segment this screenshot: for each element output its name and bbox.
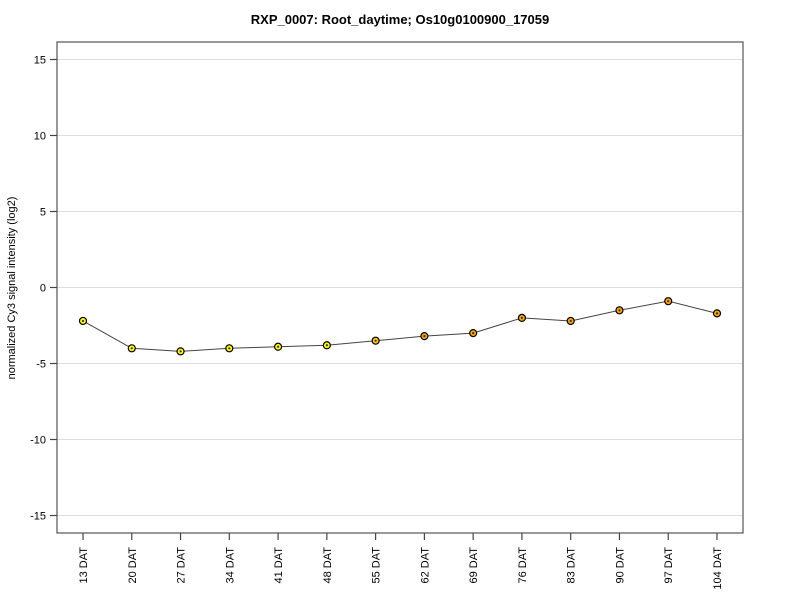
data-point-center bbox=[472, 332, 475, 335]
data-point-center bbox=[569, 319, 572, 323]
x-tick-label: 104 DAT bbox=[712, 547, 724, 590]
y-tick-label: 15 bbox=[34, 54, 46, 66]
x-tick-label: 76 DAT bbox=[517, 547, 529, 584]
x-tick-label: 83 DAT bbox=[566, 547, 578, 584]
y-tick-label: -10 bbox=[30, 435, 46, 447]
chart-title: RXP_0007: Root_daytime; Os10g0100900_170… bbox=[250, 12, 550, 27]
x-tick-label: 41 DAT bbox=[273, 547, 285, 584]
y-tick-label: -15 bbox=[30, 511, 46, 523]
x-tick-label: 20 DAT bbox=[127, 547, 139, 584]
data-point-center bbox=[130, 347, 133, 350]
x-tick-label: 55 DAT bbox=[371, 547, 383, 584]
x-tick-label: 48 DAT bbox=[322, 547, 334, 584]
x-tick-label: 34 DAT bbox=[224, 547, 236, 584]
data-point-center bbox=[423, 335, 426, 338]
x-tick-label: 97 DAT bbox=[663, 547, 675, 584]
data-point-center bbox=[276, 345, 280, 348]
data-point-center bbox=[179, 350, 182, 353]
x-tick-label: 27 DAT bbox=[176, 547, 188, 584]
y-tick-label: 0 bbox=[40, 283, 46, 295]
x-tick-label: 90 DAT bbox=[614, 547, 626, 584]
data-point-center bbox=[618, 309, 621, 312]
data-point-center bbox=[374, 339, 377, 342]
data-point-center bbox=[667, 300, 670, 303]
x-tick-label: 69 DAT bbox=[468, 547, 480, 584]
series-line bbox=[82, 300, 718, 352]
x-tick-label: 62 DAT bbox=[419, 547, 431, 584]
data-point-center bbox=[715, 312, 719, 315]
data-point-center bbox=[520, 316, 524, 320]
y-tick-label: -5 bbox=[36, 359, 46, 371]
x-tick-label: 13 DAT bbox=[78, 547, 90, 584]
y-tick-label: 10 bbox=[34, 130, 46, 142]
y-tick-label: 5 bbox=[40, 206, 46, 218]
data-point-center bbox=[228, 347, 231, 350]
data-point-center bbox=[325, 344, 328, 347]
data-point-center bbox=[81, 319, 85, 323]
